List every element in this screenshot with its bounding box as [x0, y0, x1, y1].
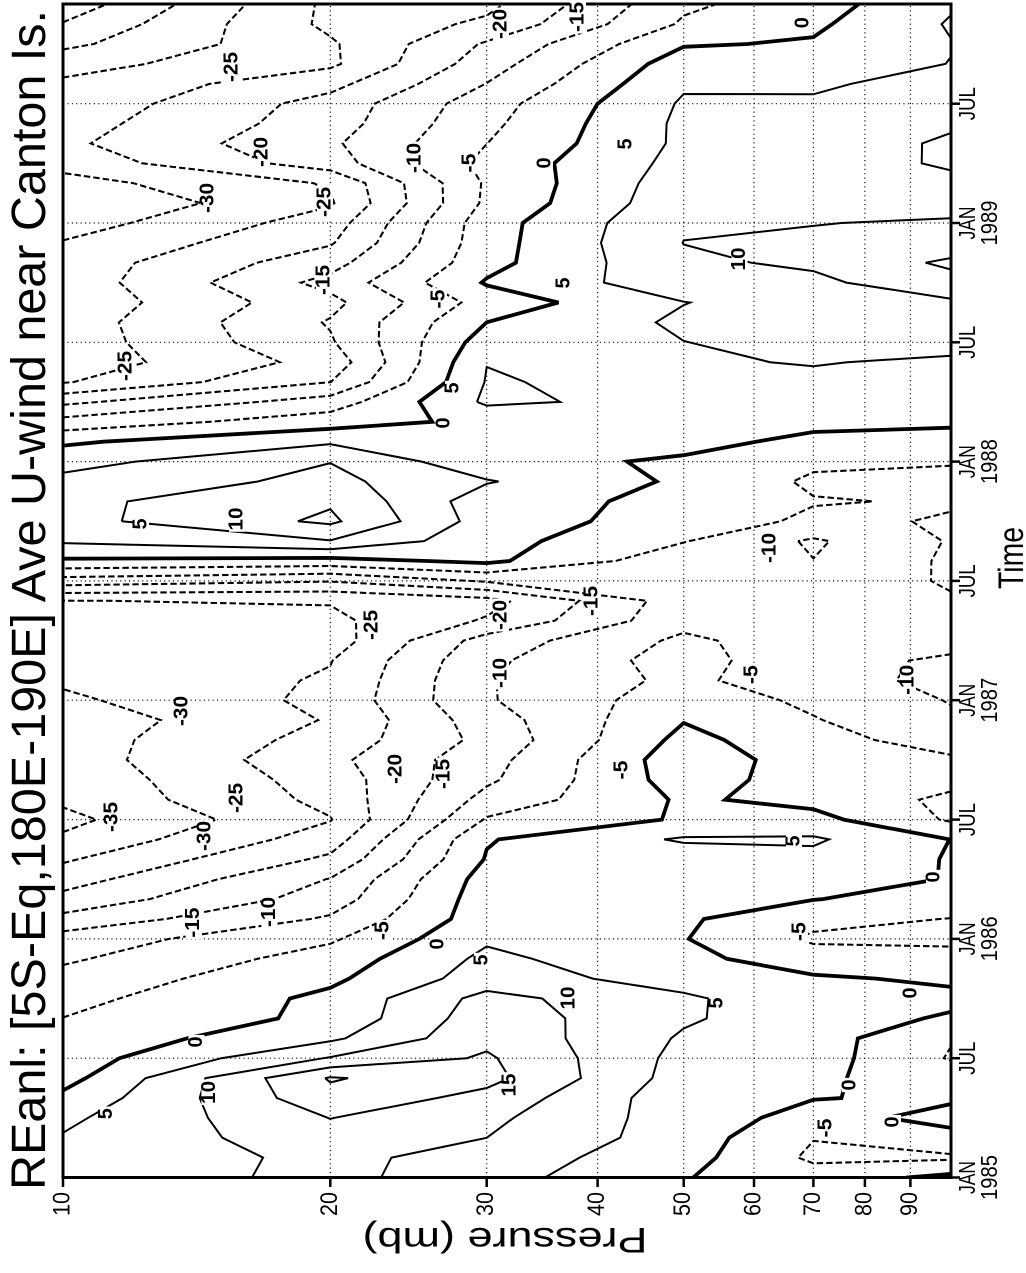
svg-text:40: 40	[583, 1192, 610, 1216]
svg-text:-20: -20	[490, 9, 512, 39]
svg-text:0: 0	[433, 418, 455, 429]
svg-text:-30: -30	[197, 183, 219, 213]
svg-text:JAN: JAN	[954, 445, 980, 478]
svg-text:5: 5	[95, 1108, 117, 1119]
svg-text:5: 5	[471, 955, 493, 966]
svg-text:-10: -10	[897, 665, 919, 695]
svg-text:-10: -10	[759, 533, 781, 563]
svg-text:-15: -15	[567, 2, 589, 32]
svg-text:0: 0	[923, 872, 945, 883]
svg-text:-30: -30	[194, 821, 216, 851]
svg-text:JUL: JUL	[954, 564, 980, 597]
svg-text:JAN: JAN	[954, 684, 980, 717]
svg-text:5: 5	[442, 383, 464, 394]
svg-text:0: 0	[427, 939, 449, 950]
svg-text:JUL: JUL	[954, 1042, 980, 1075]
svg-text:1986: 1986	[976, 916, 1002, 961]
svg-text:JUL: JUL	[954, 803, 980, 836]
svg-text:0: 0	[900, 988, 922, 999]
svg-text:-5: -5	[741, 665, 763, 684]
svg-text:JUL: JUL	[954, 87, 980, 120]
svg-text:Pressure (mb): Pressure (mb)	[363, 1220, 648, 1259]
svg-text:5: 5	[553, 278, 575, 289]
svg-text:-15: -15	[433, 759, 455, 789]
svg-text:Time: Time	[992, 527, 1026, 589]
svg-text:5: 5	[706, 998, 728, 1009]
svg-text:-15: -15	[182, 908, 204, 938]
svg-text:80: 80	[850, 1192, 877, 1216]
svg-text:30: 30	[472, 1192, 499, 1216]
svg-text:-25: -25	[314, 187, 336, 217]
svg-text:1985: 1985	[976, 1155, 1002, 1200]
svg-text:-15: -15	[581, 586, 603, 616]
svg-text:-20: -20	[385, 754, 407, 784]
svg-text:-5: -5	[611, 761, 633, 780]
svg-text:-35: -35	[101, 802, 123, 832]
svg-text:-15: -15	[313, 265, 335, 295]
svg-text:-5: -5	[428, 290, 450, 309]
svg-text:-10: -10	[258, 897, 280, 927]
svg-text:5: 5	[615, 139, 637, 150]
svg-text:-5: -5	[459, 154, 481, 173]
svg-text:0: 0	[534, 158, 556, 169]
svg-text:JAN: JAN	[954, 1161, 980, 1194]
svg-text:-5: -5	[789, 922, 811, 941]
svg-text:-25: -25	[221, 52, 243, 82]
svg-text:1989: 1989	[976, 201, 1002, 246]
svg-text:REanl: [5S-Eq,180E-190E] Ave U: REanl: [5S-Eq,180E-190E] Ave U-wind near…	[3, 10, 56, 1190]
svg-text:JAN: JAN	[954, 207, 980, 240]
svg-text:-10: -10	[490, 658, 512, 688]
svg-text:JUL: JUL	[954, 326, 980, 359]
svg-text:-5: -5	[372, 921, 394, 940]
svg-text:20: 20	[316, 1192, 343, 1216]
svg-text:5: 5	[783, 836, 805, 847]
svg-text:-25: -25	[361, 610, 383, 640]
svg-text:-10: -10	[404, 143, 426, 173]
svg-text:-20: -20	[490, 600, 512, 630]
svg-text:-20: -20	[251, 137, 273, 167]
svg-text:70: 70	[799, 1192, 826, 1216]
svg-text:10: 10	[558, 987, 580, 1010]
svg-text:-5: -5	[815, 1119, 837, 1138]
svg-text:-25: -25	[115, 351, 137, 381]
svg-text:0: 0	[792, 17, 814, 28]
svg-text:10: 10	[49, 1192, 76, 1216]
svg-text:10: 10	[198, 1081, 220, 1104]
svg-text:50: 50	[669, 1192, 696, 1216]
svg-text:1987: 1987	[976, 678, 1002, 723]
svg-text:JAN: JAN	[954, 922, 980, 955]
svg-text:15: 15	[499, 1074, 521, 1097]
svg-text:0: 0	[839, 1080, 861, 1091]
svg-text:0: 0	[882, 1117, 904, 1128]
svg-text:60: 60	[740, 1192, 767, 1216]
svg-text:-30: -30	[171, 696, 193, 726]
svg-text:10: 10	[226, 508, 248, 531]
svg-text:1988: 1988	[976, 439, 1002, 484]
svg-text:90: 90	[896, 1192, 923, 1216]
svg-text:5: 5	[130, 519, 152, 530]
svg-text:0: 0	[185, 1037, 207, 1048]
svg-text:10: 10	[728, 248, 750, 271]
svg-text:-25: -25	[226, 783, 248, 813]
